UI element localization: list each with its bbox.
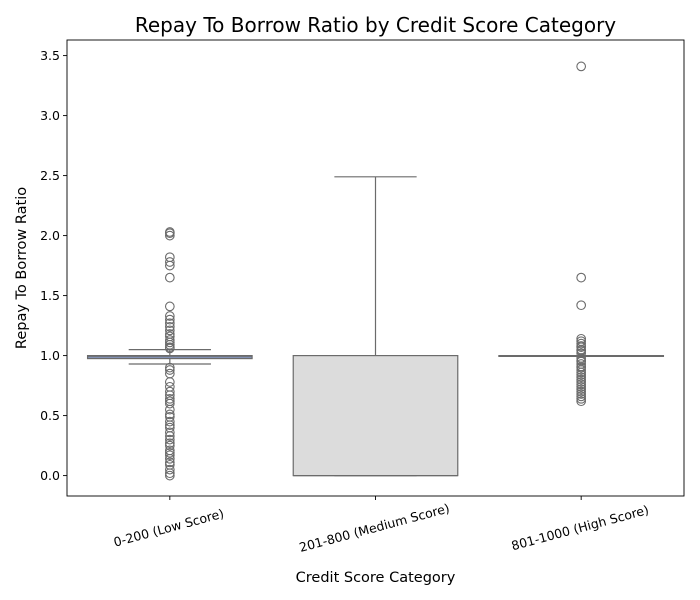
box-group [86,227,253,481]
outlier-point [164,386,175,397]
y-tick-label: 3.5 [40,48,60,63]
outlier-point [164,393,175,404]
x-tick-label: 801-1000 (High Score) [510,502,651,553]
outlier-point [164,450,175,461]
box-series [86,61,665,481]
outlier-point [164,314,175,325]
outlier-point [576,386,587,397]
y-tick-label: 0.5 [40,408,60,423]
outlier-point [164,301,175,312]
outlier-point [576,384,587,395]
outlier-point [164,468,175,479]
outlier-point [576,391,587,402]
x-axis-label: Credit Score Category [296,570,456,586]
outlier-point [164,470,175,481]
y-tick-label: 0.0 [40,468,60,483]
outlier-point [576,338,587,349]
outlier-point [164,337,175,348]
outlier-point [164,272,175,283]
outlier-point [164,440,175,451]
y-tick-label: 2.5 [40,168,60,183]
outlier-point [576,377,587,387]
box-iqr [292,355,459,477]
outlier-point [164,343,175,354]
y-tick-label: 2.0 [40,228,60,243]
outlier-point [164,457,175,468]
x-tick-label: 0-200 (Low Score) [112,506,226,550]
outlier-point [576,369,587,380]
x-axis: 0-200 (Low Score) 201-800 (Medium Score) 8… [112,496,651,555]
outlier-point [164,377,175,387]
outlier-point [164,318,175,329]
y-tick-label: 3.0 [40,108,60,123]
outlier-point [576,381,587,392]
outlier-point [576,300,587,311]
outlier-point [164,427,175,438]
outlier-point [576,396,587,407]
outlier-point [576,272,587,283]
outlier-point [164,228,175,239]
outlier-point [164,464,175,475]
outlier-point [576,379,587,390]
outlier-point [576,362,587,373]
outlier-point [164,362,175,373]
outlier-point [576,345,587,356]
outlier-point [164,339,175,350]
outlier-point [164,447,175,458]
outlier-point [164,431,175,441]
outlier-point [576,342,587,353]
outlier-point [576,393,587,404]
outlier-point [576,372,587,383]
outlier-point [164,365,175,375]
outlier-point [164,420,175,431]
outlier-point [576,389,587,399]
y-axis-label: Repay To Borrow Ratio [14,187,30,349]
outlier-point [164,321,175,332]
chart-title: Repay To Borrow Ratio by Credit Score Ca… [135,13,616,37]
outlier-point [164,257,175,267]
y-tick-label: 1.5 [40,288,60,303]
outlier-point [164,409,175,420]
outlier-point [164,434,175,445]
outlier-point [164,398,175,409]
outlier-point [164,230,175,241]
outlier-point [164,260,175,271]
y-axis: 0.0 0.5 1.0 1.5 2.0 2.5 3.0 3.5 [40,48,67,483]
outlier-point [164,453,175,464]
box-group [498,61,665,407]
outlier-point [164,416,175,427]
x-tick-label: 201-800 (Medium Score) [298,500,452,555]
outlier-point [164,325,175,336]
outlier-point [164,311,175,321]
box-group [292,176,459,477]
outlier-point [576,367,587,378]
outlier-point [164,438,175,449]
y-tick-label: 1.0 [40,348,60,363]
outlier-point [576,61,587,72]
outlier-point [164,404,175,415]
outlier-point [576,374,587,385]
outlier-point [576,365,587,375]
